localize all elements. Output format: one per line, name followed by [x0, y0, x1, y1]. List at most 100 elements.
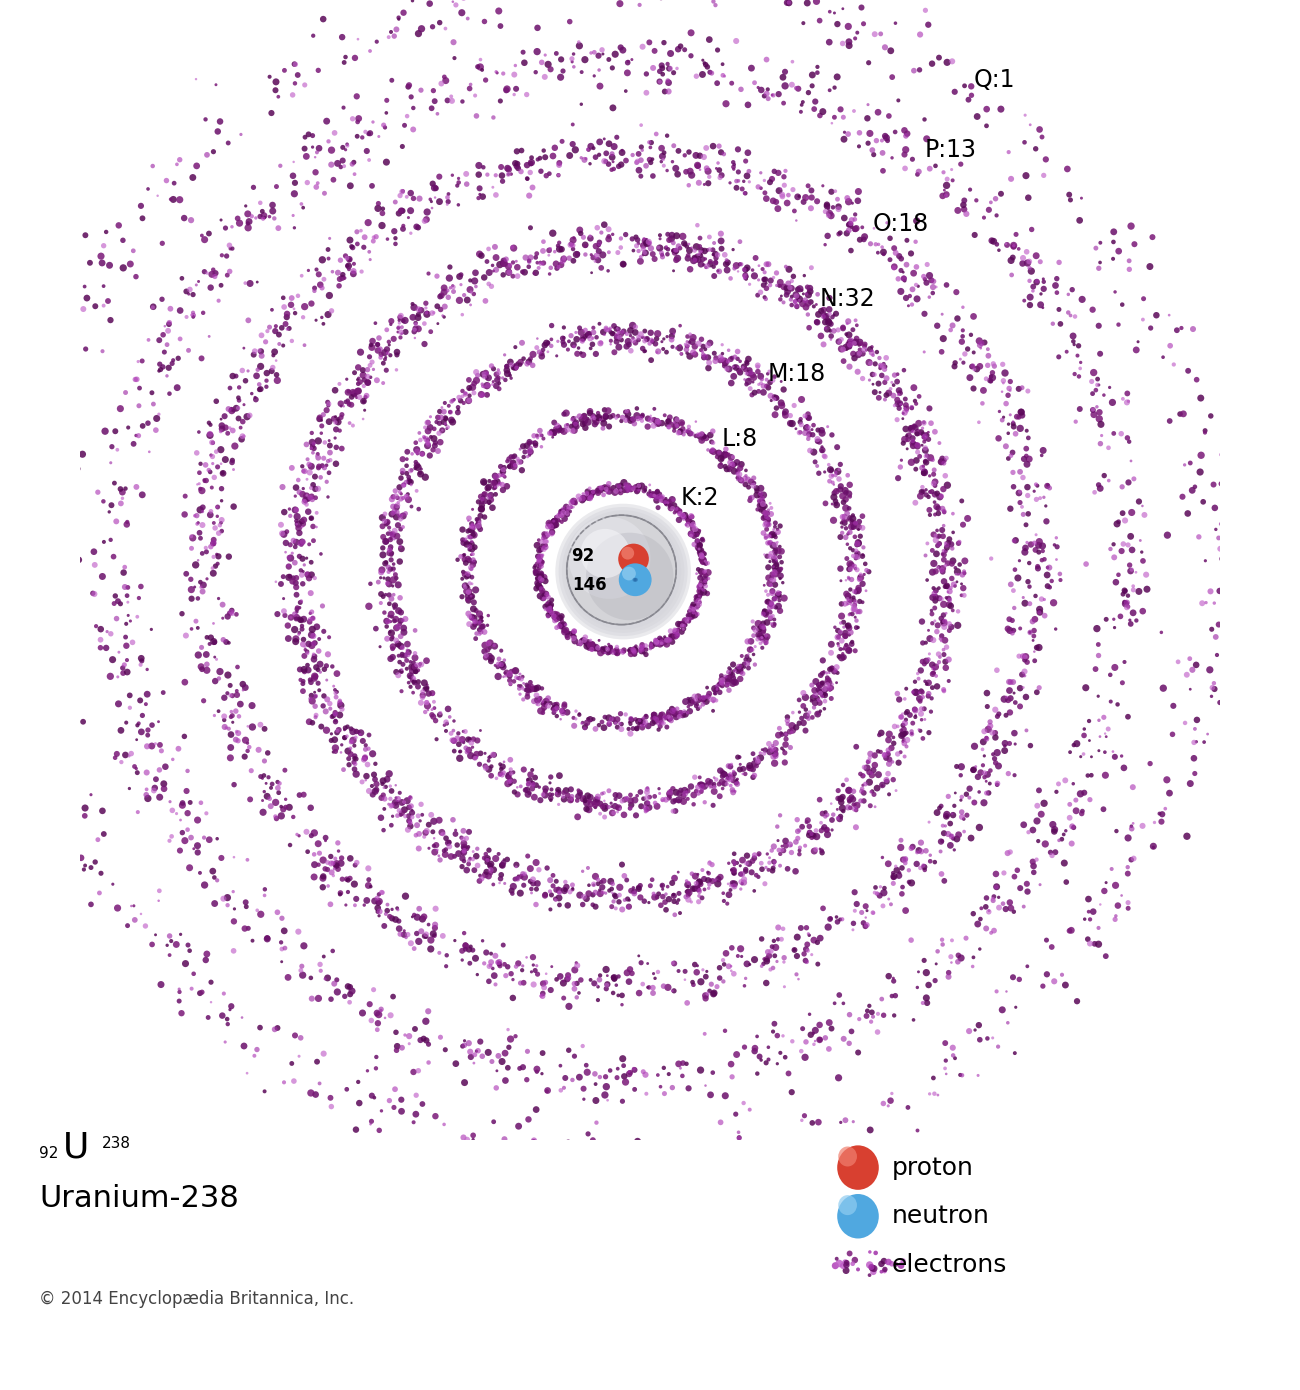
Point	[443, 275, 464, 297]
Point	[286, 477, 307, 499]
Point	[410, 463, 430, 485]
Point	[660, 626, 681, 648]
Point	[1134, 288, 1154, 310]
Point	[155, 756, 176, 778]
Point	[913, 651, 933, 673]
Point	[1118, 391, 1139, 413]
Point	[150, 329, 170, 352]
Point	[524, 787, 545, 809]
Point	[974, 207, 995, 229]
Point	[868, 373, 889, 395]
Point	[889, 862, 910, 884]
Point	[936, 805, 957, 827]
Point	[623, 641, 644, 663]
Point	[595, 406, 616, 428]
Point	[741, 486, 762, 509]
Point	[998, 377, 1019, 399]
Point	[855, 339, 876, 361]
Point	[924, 610, 945, 632]
Point	[212, 245, 233, 267]
Point	[660, 628, 681, 651]
Point	[564, 620, 585, 642]
Point	[517, 676, 538, 698]
Point	[308, 639, 329, 662]
Point	[300, 1081, 321, 1104]
Point	[816, 667, 837, 689]
Point	[463, 737, 484, 759]
Point	[393, 135, 413, 157]
Point	[183, 306, 204, 328]
Point	[1004, 866, 1024, 888]
Point	[578, 874, 599, 897]
Point	[467, 370, 488, 392]
Point	[464, 748, 485, 770]
Point	[540, 598, 560, 620]
Point	[494, 456, 515, 478]
Point	[610, 481, 630, 503]
Point	[153, 681, 174, 703]
Point	[465, 578, 486, 600]
Point	[504, 781, 525, 803]
Point	[755, 188, 776, 210]
Point	[562, 788, 582, 810]
Point	[855, 915, 876, 937]
Point	[581, 261, 602, 284]
Point	[117, 660, 138, 682]
Point	[500, 769, 521, 791]
Point	[1089, 252, 1110, 274]
Point	[910, 831, 931, 853]
Point	[580, 225, 601, 247]
Point	[749, 627, 770, 649]
Point	[997, 617, 1018, 639]
Point	[844, 581, 865, 603]
Point	[954, 820, 975, 842]
Point	[624, 790, 645, 812]
Point	[710, 349, 731, 371]
Point	[406, 450, 426, 473]
Point	[737, 165, 758, 188]
Point	[520, 153, 541, 175]
Point	[692, 528, 712, 550]
Point	[923, 552, 944, 574]
Point	[390, 518, 411, 541]
Point	[525, 432, 546, 455]
Point	[580, 787, 601, 809]
Point	[451, 730, 472, 752]
Point	[23, 612, 44, 634]
Point	[906, 210, 927, 232]
Point	[793, 712, 814, 734]
Point	[344, 758, 365, 780]
Point	[595, 404, 616, 427]
Point	[328, 411, 348, 434]
Point	[844, 100, 865, 122]
Point	[611, 236, 632, 259]
Point	[835, 121, 855, 143]
Point	[832, 317, 853, 339]
Point	[417, 677, 438, 699]
Point	[623, 477, 644, 499]
Point	[1074, 781, 1095, 803]
Point	[217, 664, 238, 687]
Point	[550, 607, 571, 630]
Point	[854, 339, 875, 361]
Point	[1180, 452, 1201, 474]
Point	[464, 537, 485, 559]
Point	[776, 284, 797, 306]
Point	[355, 121, 376, 143]
Point	[126, 265, 147, 288]
Point	[684, 602, 705, 624]
Point	[478, 272, 499, 295]
Point	[809, 461, 829, 484]
Point	[264, 341, 285, 363]
Point	[410, 461, 430, 484]
Point	[1105, 745, 1126, 767]
Point	[747, 613, 768, 635]
Point	[855, 895, 876, 917]
Point	[819, 677, 840, 699]
Point	[753, 484, 774, 506]
Point	[529, 549, 550, 571]
Point	[689, 870, 710, 892]
Point	[694, 570, 715, 592]
Point	[485, 464, 506, 486]
Point	[500, 770, 521, 792]
